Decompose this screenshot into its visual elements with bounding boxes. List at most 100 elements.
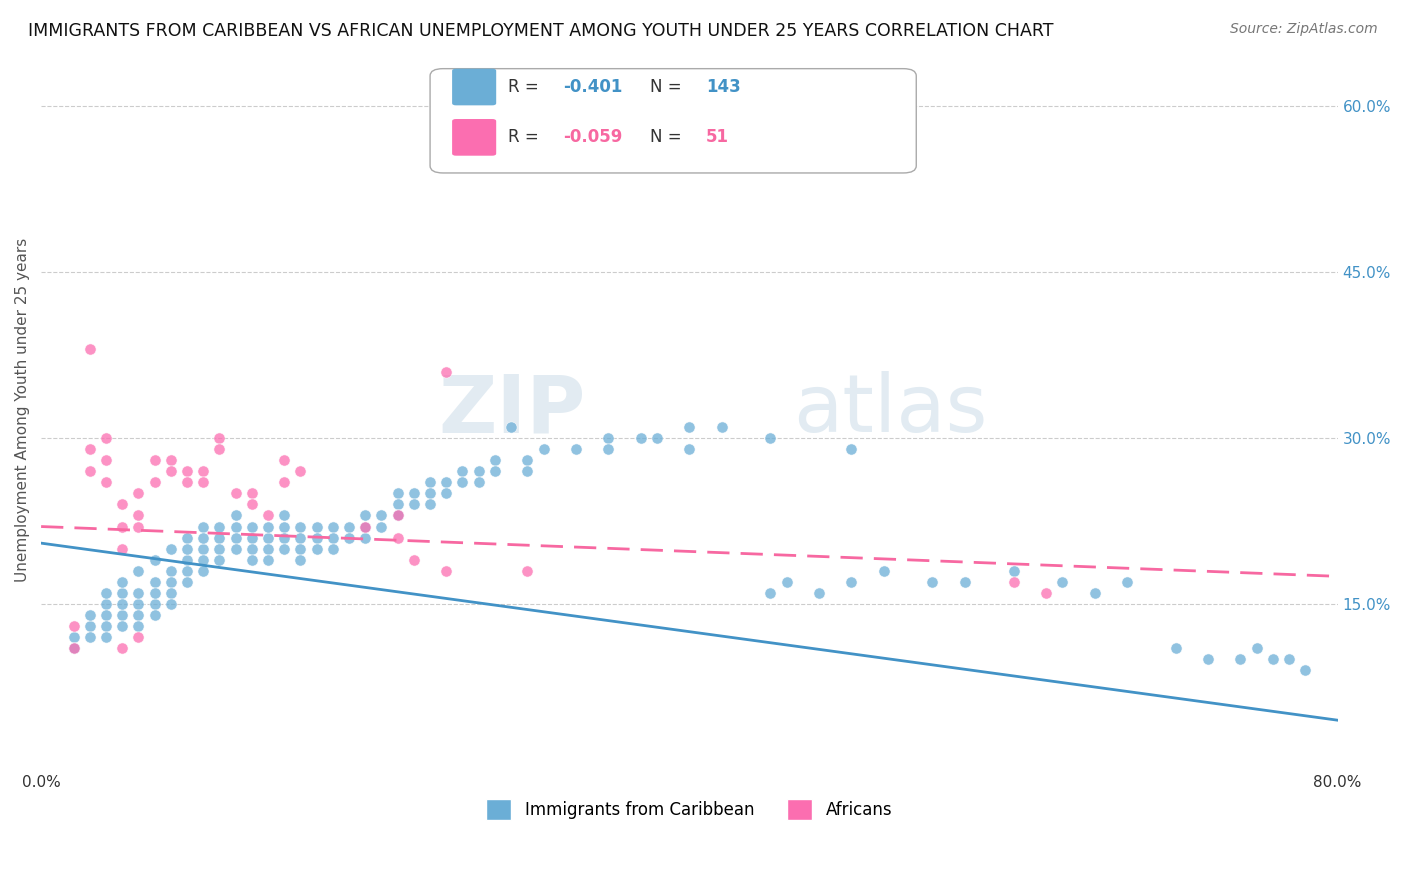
- Point: [953, 574, 976, 589]
- Point: [678, 442, 700, 456]
- Point: [1002, 564, 1025, 578]
- Point: [516, 453, 538, 467]
- Point: [240, 486, 263, 500]
- Point: [193, 475, 215, 490]
- Point: [273, 508, 295, 523]
- Point: [208, 442, 231, 456]
- Point: [451, 475, 474, 490]
- Point: [240, 553, 263, 567]
- Point: [159, 453, 181, 467]
- Point: [257, 553, 280, 567]
- Point: [387, 508, 409, 523]
- Point: [565, 442, 588, 456]
- Point: [225, 531, 247, 545]
- Point: [127, 619, 149, 633]
- Point: [208, 431, 231, 445]
- Point: [94, 586, 117, 600]
- Point: [370, 508, 392, 523]
- Point: [775, 574, 797, 589]
- Point: [94, 431, 117, 445]
- Point: [710, 132, 733, 146]
- Point: [501, 420, 523, 434]
- Point: [176, 553, 198, 567]
- Point: [79, 343, 101, 357]
- Point: [127, 508, 149, 523]
- Point: [434, 486, 457, 500]
- Point: [176, 541, 198, 556]
- Point: [143, 553, 166, 567]
- Point: [290, 519, 312, 533]
- Text: -0.059: -0.059: [564, 128, 623, 146]
- Point: [354, 531, 377, 545]
- Point: [94, 619, 117, 633]
- Point: [193, 531, 215, 545]
- Text: IMMIGRANTS FROM CARIBBEAN VS AFRICAN UNEMPLOYMENT AMONG YOUTH UNDER 25 YEARS COR: IMMIGRANTS FROM CARIBBEAN VS AFRICAN UNE…: [28, 22, 1053, 40]
- Point: [841, 574, 863, 589]
- Point: [1246, 641, 1268, 656]
- Text: -0.401: -0.401: [564, 78, 623, 95]
- Point: [484, 453, 506, 467]
- Text: R =: R =: [508, 128, 544, 146]
- Point: [79, 464, 101, 478]
- Point: [257, 531, 280, 545]
- Point: [62, 641, 84, 656]
- Point: [193, 541, 215, 556]
- Point: [1197, 652, 1219, 666]
- Point: [290, 553, 312, 567]
- Point: [176, 564, 198, 578]
- Point: [305, 519, 328, 533]
- Text: 143: 143: [706, 78, 741, 95]
- Point: [1035, 586, 1057, 600]
- Point: [193, 464, 215, 478]
- Point: [387, 508, 409, 523]
- Point: [598, 442, 620, 456]
- Point: [143, 608, 166, 623]
- Point: [193, 519, 215, 533]
- Point: [467, 464, 489, 478]
- Point: [240, 531, 263, 545]
- Point: [79, 619, 101, 633]
- Point: [111, 586, 134, 600]
- Point: [159, 564, 181, 578]
- Point: [208, 519, 231, 533]
- Point: [257, 541, 280, 556]
- Point: [159, 586, 181, 600]
- Point: [143, 475, 166, 490]
- Point: [402, 553, 425, 567]
- Point: [873, 564, 896, 578]
- Point: [273, 475, 295, 490]
- FancyBboxPatch shape: [453, 69, 496, 105]
- Point: [62, 619, 84, 633]
- Point: [630, 431, 652, 445]
- FancyBboxPatch shape: [430, 69, 917, 173]
- Point: [516, 564, 538, 578]
- Point: [1294, 664, 1316, 678]
- Point: [176, 464, 198, 478]
- Point: [79, 608, 101, 623]
- Point: [1050, 574, 1073, 589]
- Text: N =: N =: [651, 78, 688, 95]
- Text: ZIP: ZIP: [439, 371, 586, 450]
- FancyBboxPatch shape: [453, 119, 496, 156]
- Point: [1229, 652, 1251, 666]
- Point: [225, 486, 247, 500]
- Point: [434, 365, 457, 379]
- Text: N =: N =: [651, 128, 688, 146]
- Point: [94, 453, 117, 467]
- Point: [645, 431, 668, 445]
- Point: [1261, 652, 1284, 666]
- Point: [273, 541, 295, 556]
- Point: [533, 442, 555, 456]
- Point: [208, 553, 231, 567]
- Point: [240, 497, 263, 511]
- Point: [354, 519, 377, 533]
- Point: [127, 586, 149, 600]
- Point: [127, 564, 149, 578]
- Point: [387, 497, 409, 511]
- Point: [598, 431, 620, 445]
- Point: [127, 597, 149, 611]
- Text: 51: 51: [706, 128, 730, 146]
- Point: [467, 475, 489, 490]
- Point: [434, 475, 457, 490]
- Point: [434, 564, 457, 578]
